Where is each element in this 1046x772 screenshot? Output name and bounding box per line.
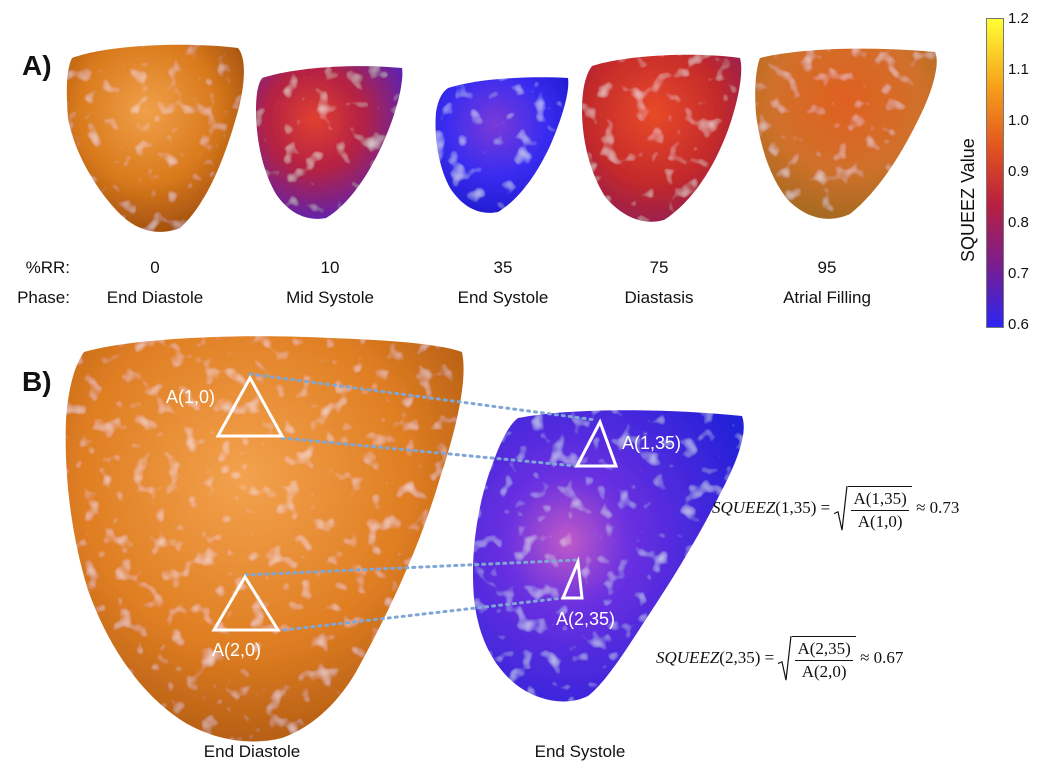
phase-name: Diastasis [624, 288, 694, 307]
formula-args: (1,35) [775, 497, 817, 517]
formula-numerator: A(2,35) [795, 639, 853, 661]
colorbar-tick: 1.1 [1008, 61, 1029, 78]
caption-end-systole: End Systole [534, 742, 626, 761]
phase-row-label: Phase: [17, 288, 70, 307]
heart-diastasis [582, 54, 742, 222]
triangle-label-es-top: A(1,35) [622, 433, 682, 453]
heart-atrial-filling [755, 48, 937, 219]
triangle-ed-top [215, 374, 285, 438]
heart-end-systole [435, 77, 569, 213]
rr-value: 95 [817, 258, 837, 277]
panel-a-label: A) [22, 50, 52, 81]
formula-lhs: SQUEEZ [656, 647, 720, 667]
sqrt-sign: A(1,35) A(1,0) [834, 486, 912, 532]
colorbar-tick: 1.0 [1008, 112, 1029, 129]
triangle-label-es-bottom: A(2,35) [556, 609, 616, 629]
colorbar-gradient [986, 18, 1004, 328]
heart-large-end-diastole [65, 336, 464, 742]
colorbar-ticks: 1.2 1.1 1.0 0.9 0.8 0.7 0.6 [1006, 10, 1046, 340]
formula-result: ≈ 0.73 [916, 497, 960, 517]
rr-value: 10 [320, 258, 340, 277]
phase-name: Mid Systole [286, 288, 374, 307]
formula-denominator: A(2,0) [801, 662, 847, 681]
formula-args: (2,35) [719, 647, 761, 667]
colorbar-tick: 0.6 [1008, 316, 1029, 333]
rr-value: 75 [649, 258, 669, 277]
panel-b-label: B) [22, 366, 52, 397]
triangle-label-ed-top: A(1,0) [166, 387, 216, 407]
rr-value: 0 [150, 258, 160, 277]
triangle-es-bottom [560, 556, 584, 600]
rr-value: 35 [493, 258, 513, 277]
squeez-formula-1: SQUEEZ(1,35) = A(1,35) A(1,0) ≈ 0.73 [712, 486, 959, 532]
colorbar-tick: 0.7 [1008, 265, 1029, 282]
triangle-ed-bottom [211, 574, 281, 632]
formula-result: ≈ 0.67 [860, 647, 904, 667]
formula-denominator: A(1,0) [857, 512, 903, 531]
rr-row-label: %RR: [25, 258, 70, 277]
triangle-label-ed-bottom: A(2,0) [212, 640, 262, 660]
formula-numerator: A(1,35) [851, 489, 909, 511]
colorbar-tick: 1.2 [1008, 10, 1029, 27]
heart-mid-systole [256, 66, 403, 219]
caption-end-diastole: End Diastole [203, 742, 301, 761]
phase-name: End Systole [457, 288, 549, 307]
colorbar-tick: 0.9 [1008, 163, 1029, 180]
formula-lhs: SQUEEZ [712, 497, 776, 517]
heart-large-end-systole [472, 410, 744, 702]
heart-end-diastole [66, 44, 244, 232]
phase-name: Atrial Filling [783, 288, 871, 307]
colorbar-tick: 0.8 [1008, 214, 1029, 231]
squeez-formula-2: SQUEEZ(2,35) = A(2,35) A(2,0) ≈ 0.67 [656, 636, 903, 682]
triangle-es-top [574, 418, 619, 468]
sqrt-sign: A(2,35) A(2,0) [778, 636, 856, 682]
phase-name: End Diastole [106, 288, 204, 307]
